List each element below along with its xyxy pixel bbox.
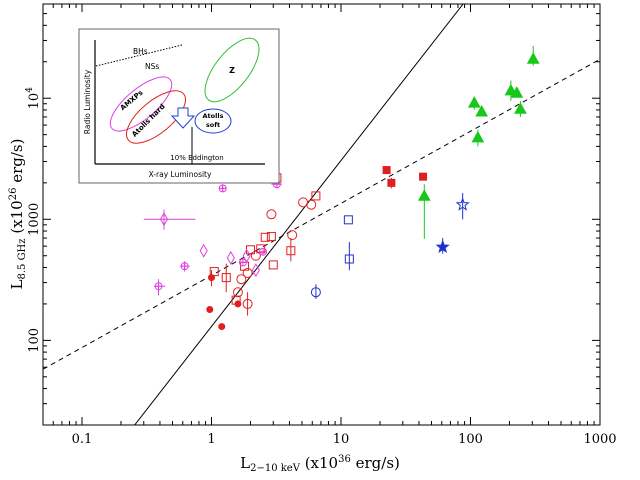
- data-point-circle-filled: [234, 300, 242, 308]
- data-point-square-open: [260, 232, 270, 242]
- data-point-circle-filled: [218, 323, 226, 331]
- data-point-circle-open: [236, 274, 247, 285]
- y-tick-label: 1000: [27, 203, 42, 236]
- data-point-triangle-filled: [467, 96, 481, 108]
- data-point-circle-open: [266, 209, 277, 220]
- data-point-diamond-open: [159, 212, 169, 227]
- data-point-triangle-filled: [417, 189, 431, 201]
- data-point-circle-open: [242, 298, 253, 309]
- inset-ylabel: Radio Luminosity: [83, 69, 92, 134]
- inset-ellipse-z: [204, 37, 260, 103]
- data-point-circle-cross: [238, 258, 247, 267]
- data-point-circle-cross: [180, 262, 189, 271]
- inset-z-label: Z: [229, 66, 235, 75]
- data-point-diamond-open: [251, 263, 260, 278]
- y-tick-label: 104: [25, 87, 42, 110]
- data-point-triangle-filled: [510, 86, 524, 98]
- inset-ellipse-atolls-soft: [194, 108, 232, 134]
- data-point-triangle-filled: [475, 104, 489, 117]
- data-point-circle-open: [310, 287, 321, 298]
- data-point-square-open: [221, 273, 231, 283]
- data-point-square-open: [343, 215, 353, 225]
- inset-atolls-soft-label-line1: Atolls: [203, 112, 224, 120]
- inset-nss-label: NSs: [145, 62, 159, 71]
- data-point-circle-filled: [207, 274, 215, 282]
- y-axis-label: L8.5 GHz (x1026 erg/s): [8, 139, 28, 290]
- y-axis-ticks: 100 1000 104: [25, 3, 600, 426]
- data-point-circle-open: [242, 268, 253, 279]
- data-point-diamond-open: [226, 250, 235, 265]
- data-point-square-open: [286, 246, 296, 256]
- data-point-triangle-filled: [526, 52, 540, 64]
- data-point-triangle-filled: [514, 102, 527, 114]
- data-point-square-open: [266, 232, 276, 242]
- inset-bhs-label: BHs: [133, 47, 148, 56]
- inset-atolls-soft-label-line2: soft: [206, 121, 220, 129]
- inset-ellipse-amxps: [109, 76, 173, 132]
- inset-frame: [78, 28, 280, 184]
- inset-diagram: Radio Luminosity X-ray Luminosity BHs NS…: [78, 28, 280, 184]
- data-point-circle-cross: [259, 247, 268, 256]
- x-tick-label: 0.1: [72, 432, 93, 447]
- inset-eddington-label: 10% Eddington: [170, 154, 223, 162]
- inset-ellipse-atolls-hard: [126, 90, 186, 144]
- x-tick-label: 100: [458, 432, 483, 447]
- x-axis-ticks: 0.1 1 10 100 1000: [42, 4, 617, 447]
- data-point-square-open: [344, 254, 354, 264]
- data-point-circle-open: [250, 250, 261, 261]
- data-point-diamond-open: [199, 243, 208, 258]
- x-tick-label: 1: [207, 432, 215, 447]
- data-point-star-open: [455, 197, 470, 211]
- dashed-fit-line: [43, 58, 600, 370]
- x-tick-label: 10: [333, 432, 350, 447]
- data-point-circle-filled: [206, 305, 214, 313]
- fit-lines: [43, 4, 600, 425]
- inset-transition-arrow-icon: [170, 107, 196, 129]
- plot-frame: [42, 3, 601, 426]
- y-tick-label: 100: [27, 328, 42, 353]
- data-point-circle-open: [232, 287, 243, 298]
- inset-xlabel: X-ray Luminosity: [149, 170, 212, 179]
- data-point-square-filled: [387, 178, 396, 187]
- data-point-circle-cross: [218, 184, 227, 193]
- data-point-circle-open: [287, 230, 298, 241]
- data-point-square-filled: [419, 172, 428, 181]
- data-point-circle-cross: [154, 282, 163, 291]
- solid-fit-line: [134, 4, 464, 425]
- data-point-square-open: [268, 260, 278, 270]
- x-tick-label: 1000: [583, 432, 616, 447]
- x-axis-label: L2−10 keV (x1036 erg/s): [240, 454, 400, 474]
- data-point-square-open: [311, 191, 321, 201]
- data-point-circle-open: [306, 199, 317, 210]
- data-point-star-filled: [435, 239, 450, 254]
- data-point-square-filled: [382, 166, 391, 175]
- data-point-triangle-filled: [471, 130, 485, 143]
